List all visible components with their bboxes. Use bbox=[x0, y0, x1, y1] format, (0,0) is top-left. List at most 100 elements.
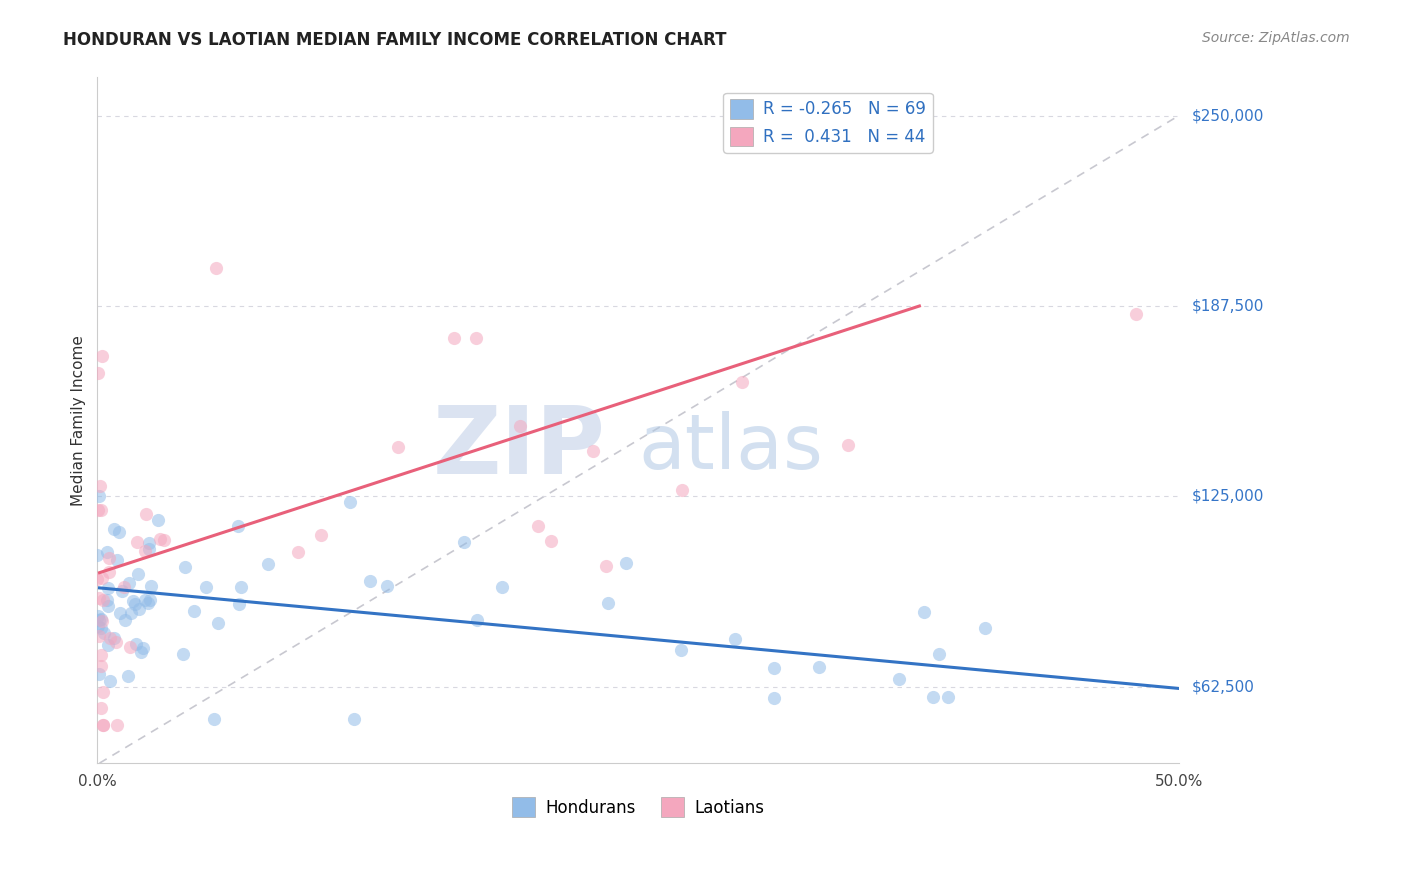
Point bbox=[387, 440, 409, 454]
Point bbox=[135, 508, 157, 522]
Point bbox=[91, 614, 114, 628]
Point bbox=[104, 635, 127, 649]
Point bbox=[105, 553, 128, 567]
Point bbox=[91, 593, 114, 607]
Point bbox=[90, 612, 112, 626]
Point bbox=[973, 621, 995, 635]
Point bbox=[86, 619, 108, 633]
Point bbox=[174, 560, 197, 574]
Text: $62,500: $62,500 bbox=[1192, 680, 1256, 695]
Point bbox=[595, 558, 617, 573]
Point bbox=[129, 644, 152, 658]
Text: $125,000: $125,000 bbox=[1192, 489, 1264, 504]
Point bbox=[87, 614, 110, 628]
Point bbox=[138, 536, 160, 550]
Point bbox=[90, 659, 112, 673]
Point bbox=[87, 366, 110, 380]
Point bbox=[97, 599, 120, 613]
Point bbox=[359, 574, 381, 588]
Point bbox=[90, 621, 112, 635]
Text: $187,500: $187,500 bbox=[1192, 299, 1264, 313]
Point bbox=[453, 535, 475, 549]
Point bbox=[91, 685, 114, 699]
Point bbox=[124, 597, 146, 611]
Point bbox=[103, 631, 125, 645]
Point bbox=[807, 659, 830, 673]
Point bbox=[138, 541, 160, 556]
Point bbox=[540, 534, 562, 549]
Point bbox=[287, 545, 309, 559]
Point bbox=[309, 528, 332, 542]
Point bbox=[120, 606, 142, 620]
Point bbox=[339, 495, 361, 509]
Point bbox=[724, 632, 747, 646]
Point bbox=[146, 512, 169, 526]
Point bbox=[96, 593, 118, 607]
Point bbox=[139, 593, 162, 607]
Point bbox=[90, 571, 112, 585]
Y-axis label: Median Family Income: Median Family Income bbox=[72, 334, 86, 506]
Point bbox=[93, 625, 115, 640]
Point bbox=[114, 613, 136, 627]
Point bbox=[375, 578, 398, 592]
Point bbox=[205, 260, 228, 275]
Point bbox=[134, 592, 156, 607]
Point bbox=[89, 490, 111, 504]
Point bbox=[122, 594, 145, 608]
Point bbox=[98, 674, 121, 689]
Point bbox=[762, 660, 785, 674]
Point bbox=[89, 479, 111, 493]
Point bbox=[226, 519, 249, 533]
Point bbox=[526, 519, 548, 533]
Point bbox=[112, 580, 135, 594]
Point bbox=[125, 534, 148, 549]
Point bbox=[108, 525, 131, 540]
Point bbox=[139, 579, 162, 593]
Point bbox=[183, 604, 205, 618]
Point bbox=[90, 701, 112, 715]
Point bbox=[118, 576, 141, 591]
Point bbox=[117, 669, 139, 683]
Point bbox=[105, 718, 128, 732]
Point bbox=[731, 375, 754, 389]
Point bbox=[229, 580, 252, 594]
Point bbox=[172, 647, 194, 661]
Point bbox=[96, 545, 118, 559]
Point bbox=[207, 616, 229, 631]
Point bbox=[87, 608, 110, 623]
Point bbox=[1125, 307, 1147, 321]
Point bbox=[887, 672, 910, 686]
Point bbox=[256, 557, 278, 571]
Point bbox=[582, 444, 605, 458]
Point bbox=[97, 639, 120, 653]
Text: atlas: atlas bbox=[638, 410, 823, 484]
Point bbox=[97, 581, 120, 595]
Point bbox=[134, 544, 156, 558]
Point bbox=[467, 613, 489, 627]
Point bbox=[343, 712, 366, 726]
Legend: Hondurans, Laotians: Hondurans, Laotians bbox=[506, 791, 770, 823]
Point bbox=[491, 580, 513, 594]
Text: HONDURAN VS LAOTIAN MEDIAN FAMILY INCOME CORRELATION CHART: HONDURAN VS LAOTIAN MEDIAN FAMILY INCOME… bbox=[63, 31, 727, 49]
Point bbox=[97, 551, 120, 566]
Point bbox=[132, 641, 155, 656]
Point bbox=[91, 349, 114, 363]
Point bbox=[89, 629, 111, 643]
Point bbox=[202, 712, 225, 726]
Point bbox=[928, 647, 950, 661]
Point bbox=[921, 690, 943, 704]
Point bbox=[125, 638, 148, 652]
Point bbox=[103, 522, 125, 536]
Point bbox=[86, 548, 108, 562]
Point bbox=[443, 331, 465, 345]
Point bbox=[108, 606, 131, 620]
Point bbox=[127, 567, 149, 582]
Text: Source: ZipAtlas.com: Source: ZipAtlas.com bbox=[1202, 31, 1350, 45]
Point bbox=[194, 580, 217, 594]
Point bbox=[763, 691, 786, 706]
Point bbox=[228, 597, 250, 611]
Point bbox=[98, 631, 121, 645]
Point bbox=[89, 591, 111, 605]
Point bbox=[936, 690, 959, 704]
Point bbox=[87, 503, 110, 517]
